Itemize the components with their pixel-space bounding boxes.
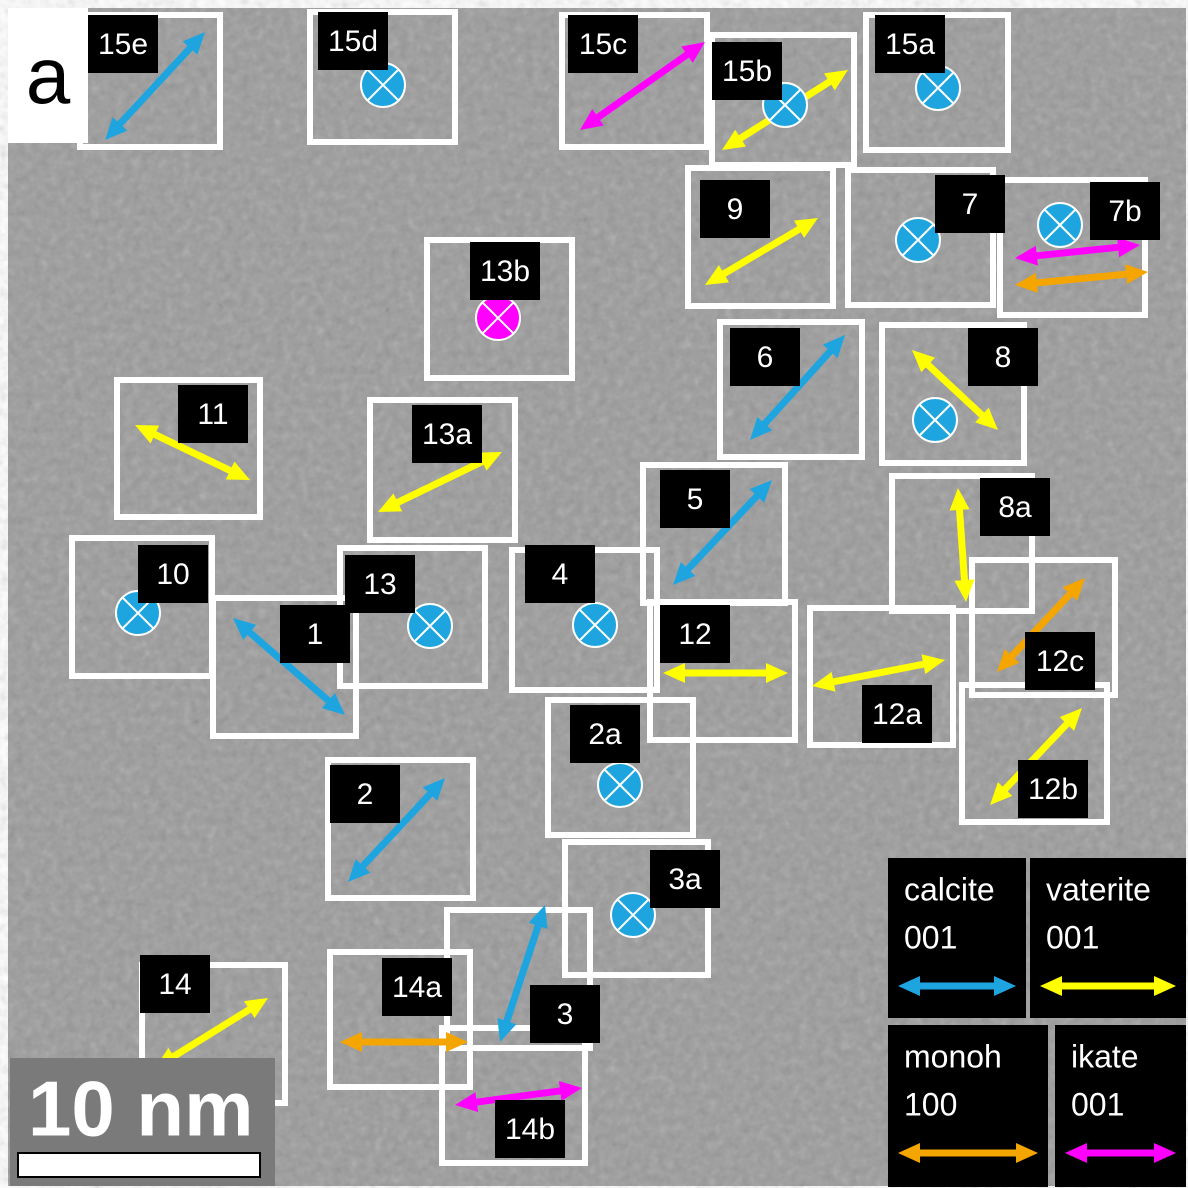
region-label: 13a	[422, 418, 472, 451]
legend-direction: 001	[904, 919, 957, 955]
region-label: 10	[156, 558, 189, 591]
panel-label: a	[26, 31, 71, 120]
legend-phase: calcite	[904, 871, 995, 907]
region-label: 2a	[588, 718, 622, 751]
region-label: 9	[727, 193, 744, 226]
region-label: 6	[757, 341, 774, 374]
legend-direction: 100	[904, 1086, 957, 1122]
region-label: 12	[678, 618, 711, 651]
micrograph-figure: 15e 15d 15c 15b 15a 9 7 7b 13b 6 8 11 13a 5 8a 10 1 13 4 12…	[0, 0, 1188, 1188]
region-label: 13b	[480, 255, 530, 288]
scale-bar-label: 10 nm	[28, 1065, 253, 1153]
legend-phase: monoh	[904, 1038, 1002, 1074]
region-label: 15c	[579, 28, 627, 61]
region-label: 11	[197, 398, 228, 431]
region-label: 14a	[392, 971, 442, 1004]
region-label: 15a	[885, 28, 935, 61]
region-label: 15e	[98, 28, 148, 61]
legend-direction: 001	[1071, 1086, 1124, 1122]
legend-phase: ikate	[1071, 1038, 1139, 1074]
region-label: 12c	[1036, 645, 1084, 678]
region-label: 15d	[328, 25, 378, 58]
region-label: 14b	[505, 1113, 555, 1146]
region-label: 12b	[1028, 773, 1078, 806]
region-label: 5	[687, 483, 704, 516]
region-label: 8a	[998, 491, 1032, 524]
region-label: 2	[357, 778, 374, 811]
region-label: 14	[158, 968, 191, 1001]
region-label: 7	[962, 188, 979, 221]
region-label: 7b	[1108, 195, 1141, 228]
scale-bar	[18, 1153, 260, 1177]
legend-direction: 001	[1046, 919, 1099, 955]
region-label: 12a	[872, 698, 922, 731]
region-label: 3	[557, 998, 574, 1031]
region-label: 1	[307, 618, 324, 651]
region-label: 8	[995, 341, 1012, 374]
legend-phase: vaterite	[1046, 871, 1151, 907]
region-label: 15b	[722, 55, 772, 88]
region-label: 4	[552, 558, 569, 591]
region-label: 13	[363, 568, 396, 601]
region-label: 3a	[668, 863, 702, 896]
